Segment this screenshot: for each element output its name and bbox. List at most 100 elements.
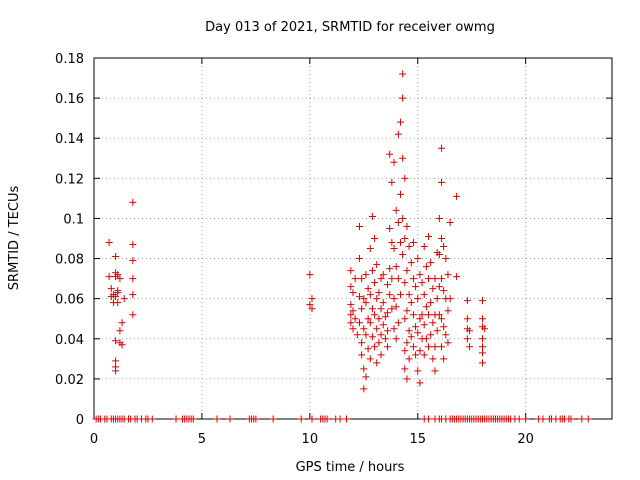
data-point [353, 331, 361, 339]
data-point [107, 285, 115, 293]
data-point [377, 351, 385, 359]
data-point [420, 243, 428, 251]
y-tick-label: 0.12 [55, 172, 84, 187]
data-point [444, 307, 452, 315]
data-point [172, 415, 180, 423]
data-point [116, 327, 124, 335]
y-tick-label: 0.16 [55, 92, 84, 107]
data-point [407, 299, 415, 307]
data-point [120, 295, 128, 303]
data-point [349, 325, 357, 333]
data-point [578, 415, 586, 423]
data-point [394, 275, 402, 283]
data-point [401, 235, 409, 242]
y-tick-label: 0.02 [55, 373, 84, 388]
data-point [422, 263, 430, 271]
data-point [422, 303, 430, 311]
data-point [437, 315, 445, 323]
data-point [479, 297, 486, 305]
data-point [392, 206, 400, 214]
data-point [375, 315, 383, 323]
data-point [479, 343, 486, 351]
x-tick-label: 5 [198, 432, 206, 447]
data-point [347, 283, 355, 291]
data-point [409, 311, 417, 319]
data-point [401, 279, 409, 287]
data-point [403, 307, 411, 315]
data-point [213, 415, 221, 423]
data-point [429, 319, 437, 327]
data-point [394, 319, 402, 327]
data-point [349, 307, 357, 315]
data-point [368, 267, 376, 275]
x-axis-label: GPS time / hours [296, 460, 405, 475]
data-point [105, 273, 113, 281]
data-point [463, 315, 471, 323]
data-point [112, 367, 120, 375]
data-point [399, 94, 407, 102]
grid-lines [94, 58, 612, 419]
data-point [399, 214, 407, 222]
data-point [148, 415, 156, 423]
data-point [373, 295, 381, 303]
data-point [358, 275, 366, 283]
data-point [323, 415, 331, 423]
data-point [114, 271, 122, 279]
data-point [420, 291, 428, 299]
y-tick-label: 0.14 [55, 132, 84, 147]
data-point [366, 355, 374, 363]
data-point [362, 373, 370, 381]
data-point [129, 311, 137, 319]
data-point [453, 192, 461, 200]
data-point [567, 415, 575, 423]
data-point [381, 313, 389, 321]
data-point [407, 259, 415, 267]
data-point [435, 214, 443, 222]
data-point [440, 287, 448, 295]
data-point [364, 345, 372, 353]
data-point [269, 415, 277, 423]
data-point [479, 315, 486, 323]
data-point [403, 267, 411, 275]
data-point [427, 299, 435, 307]
data-point [379, 271, 387, 279]
data-point [386, 224, 394, 232]
data-point [435, 251, 443, 259]
data-point [414, 367, 422, 375]
data-point [437, 178, 445, 186]
data-point [437, 343, 445, 351]
data-point [384, 343, 392, 351]
data-point [442, 331, 450, 339]
data-point [355, 293, 363, 301]
y-tick-label: 0.18 [55, 52, 84, 67]
data-point [409, 343, 417, 351]
data-point [414, 255, 422, 263]
y-tick-label: 0.06 [55, 293, 84, 308]
data-point [358, 305, 366, 313]
data-point [427, 331, 435, 339]
data-point [440, 355, 448, 363]
data-point [418, 279, 426, 287]
data-point [116, 275, 124, 283]
data-point [396, 239, 404, 247]
data-point [360, 365, 368, 373]
data-point [297, 415, 305, 423]
data-point [386, 291, 394, 299]
data-point [584, 415, 592, 423]
data-point [226, 415, 234, 423]
data-point [416, 347, 424, 355]
data-point [371, 343, 379, 351]
x-tick-label: 0 [90, 432, 98, 447]
data-point [360, 325, 368, 333]
data-point [446, 295, 454, 303]
data-point [396, 291, 404, 299]
data-point [420, 321, 428, 329]
data-point [252, 415, 260, 423]
data-point [381, 335, 389, 343]
data-point [409, 239, 417, 247]
data-point [355, 319, 363, 327]
data-point [384, 327, 392, 335]
data-point [351, 275, 359, 283]
data-point [392, 303, 400, 311]
